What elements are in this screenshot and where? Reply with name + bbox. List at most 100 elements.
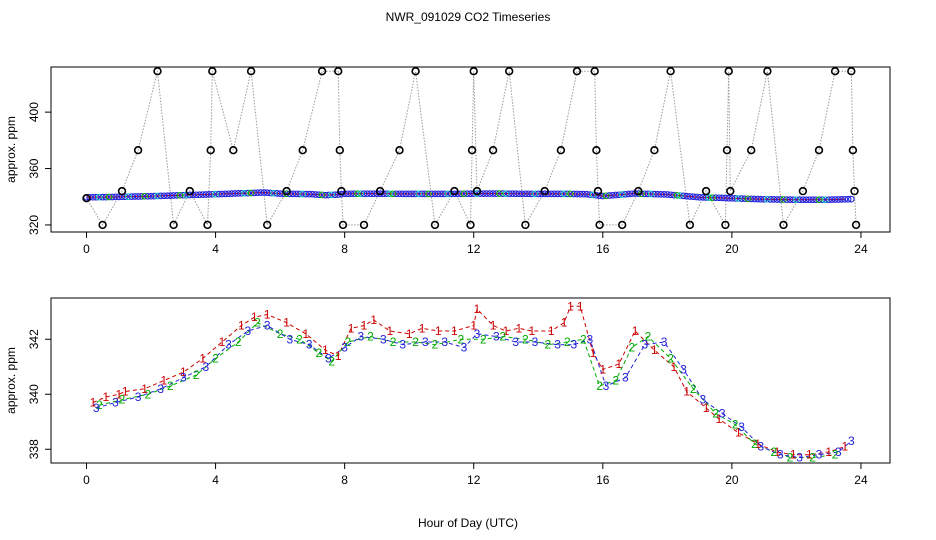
raw-point (82, 194, 91, 203)
mean-point (489, 190, 497, 197)
mean-point (480, 190, 487, 197)
raw-point (430, 220, 440, 230)
raw-point (721, 220, 730, 230)
mean-point (270, 189, 278, 197)
raw-point (590, 66, 599, 76)
series-1-marker: 1 (567, 299, 574, 313)
mean-point (696, 193, 703, 201)
series-3-marker: 3 (461, 341, 468, 355)
mean-point (102, 193, 110, 201)
raw-point (814, 146, 824, 155)
series-1-marker: 1 (264, 308, 271, 322)
series-1-marker: 1 (825, 445, 832, 459)
raw-point (617, 220, 627, 230)
series-1-marker: 1 (632, 324, 639, 338)
mean-point (463, 190, 471, 198)
mean-point (163, 192, 171, 200)
mean-point (625, 190, 632, 198)
series-3-line (96, 324, 852, 459)
mean-point (647, 190, 655, 198)
mean-point (741, 195, 749, 203)
mean-point (570, 190, 578, 198)
mean-point (363, 190, 371, 198)
series-3-marker: 3 (661, 335, 668, 349)
bot-x-tick-label: 20 (725, 473, 739, 487)
mean-point (754, 195, 762, 203)
series-2-marker: 2 (564, 335, 571, 349)
mean-point (383, 190, 390, 198)
mean-point (267, 189, 274, 197)
mean-point (641, 190, 649, 198)
series-1-marker: 1 (141, 382, 148, 396)
mean-point (125, 193, 132, 201)
raw-point (246, 66, 256, 76)
series-3-marker: 3 (796, 451, 803, 465)
mean-point (370, 190, 378, 198)
mean-point (686, 193, 694, 200)
raw-point (556, 146, 566, 155)
series-2-marker: 2 (732, 418, 739, 432)
mean-point (263, 189, 271, 197)
series-2-marker: 2 (345, 335, 352, 349)
series-1-marker: 1 (735, 426, 742, 440)
mean-point (199, 191, 207, 198)
series-3-marker: 3 (532, 335, 539, 349)
raw-point (263, 220, 272, 230)
mean-point (170, 192, 177, 199)
series-3-marker: 3 (570, 338, 577, 352)
mean-point (802, 196, 810, 204)
raw-point (595, 220, 604, 230)
mean-point (399, 190, 407, 198)
raw-point (593, 186, 603, 196)
series-3-marker: 3 (286, 332, 293, 346)
raw-point (701, 186, 711, 196)
mean-point (457, 190, 465, 198)
raw-point (779, 220, 788, 230)
series-3-marker: 3 (341, 341, 348, 355)
mean-point (786, 196, 794, 203)
series-2-marker: 2 (457, 332, 464, 346)
raw-point (317, 66, 327, 76)
mean-point (644, 190, 652, 198)
top-plot-frame (50, 66, 891, 233)
mean-point (296, 190, 303, 198)
mean-point (705, 194, 713, 201)
raw-series-line (86, 70, 857, 227)
mean-point (518, 190, 526, 198)
mean-point (99, 193, 106, 201)
series-1-marker: 1 (283, 316, 290, 330)
series-2-marker: 2 (832, 448, 839, 462)
raw-point (467, 146, 477, 155)
mean-point (186, 191, 194, 199)
series-3-marker: 3 (244, 324, 251, 338)
bottom-y-axis-label: approx. ppm (4, 347, 18, 414)
mean-point (160, 192, 168, 200)
mean-point (499, 190, 507, 197)
mean-point (325, 191, 332, 199)
series-1-marker: 1 (161, 374, 168, 388)
series-1-marker: 1 (322, 343, 329, 357)
series-3-marker: 3 (603, 379, 610, 393)
mean-point (670, 191, 678, 199)
mean-point (699, 194, 707, 201)
series-1-marker: 1 (303, 327, 310, 341)
mean-point (683, 192, 691, 200)
mean-point (318, 191, 326, 199)
series-1-marker: 1 (790, 448, 797, 462)
series-2-marker: 2 (328, 354, 335, 368)
series-1-marker: 1 (474, 302, 481, 316)
mean-point (602, 192, 610, 200)
series-2-marker: 2 (296, 332, 303, 346)
mean-point (225, 190, 232, 198)
mean-point (250, 189, 258, 197)
mean-point (460, 190, 468, 198)
raw-point (334, 66, 343, 76)
series-2-marker: 2 (612, 374, 619, 388)
mean-point (651, 190, 658, 198)
series-2-marker: 2 (628, 341, 635, 355)
mean-point (128, 193, 136, 200)
series-3-marker: 3 (135, 390, 142, 404)
mean-point (805, 196, 813, 204)
mean-point (718, 194, 726, 202)
